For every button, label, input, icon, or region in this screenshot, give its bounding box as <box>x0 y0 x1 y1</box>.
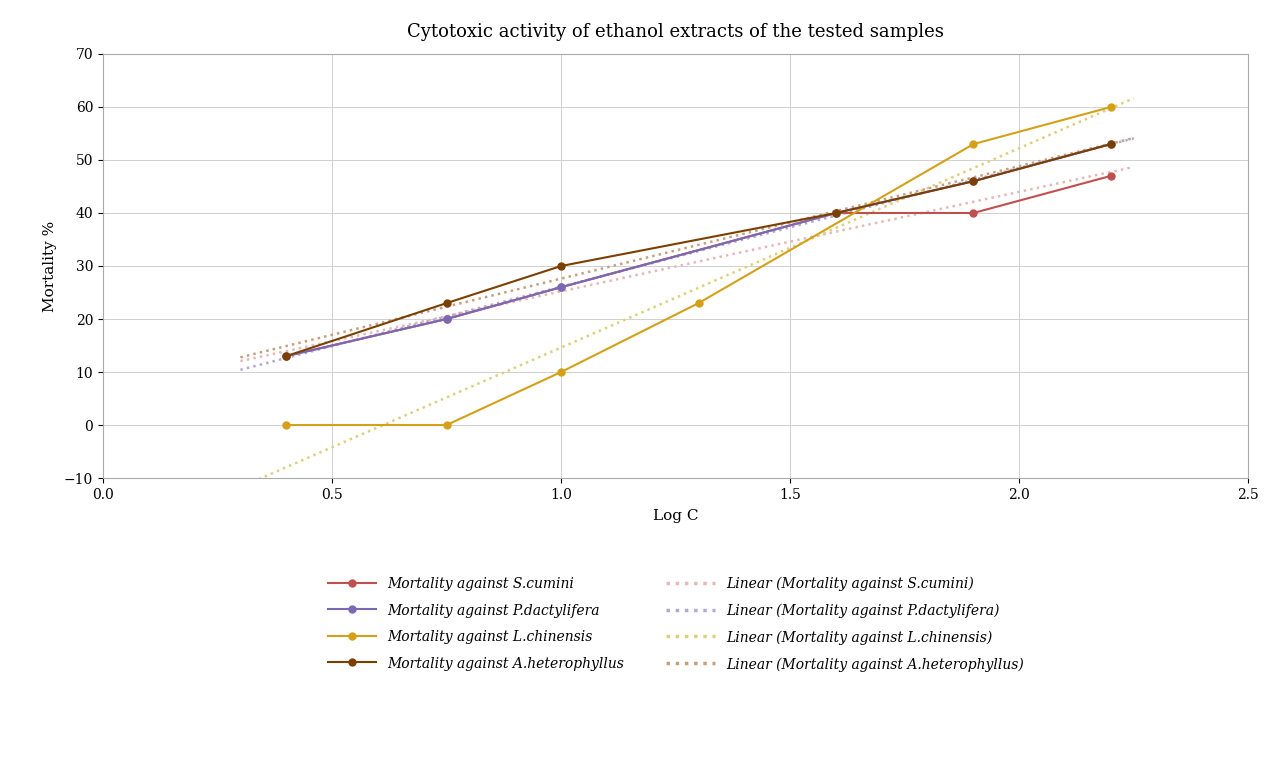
X-axis label: Log C: Log C <box>653 509 699 523</box>
Y-axis label: Mortality %: Mortality % <box>42 221 57 311</box>
Legend: Mortality against S.cumini, Mortality against P.dactylifera, Mortality against L: Mortality against S.cumini, Mortality ag… <box>320 570 1031 678</box>
Title: Cytotoxic activity of ethanol extracts of the tested samples: Cytotoxic activity of ethanol extracts o… <box>407 23 945 42</box>
